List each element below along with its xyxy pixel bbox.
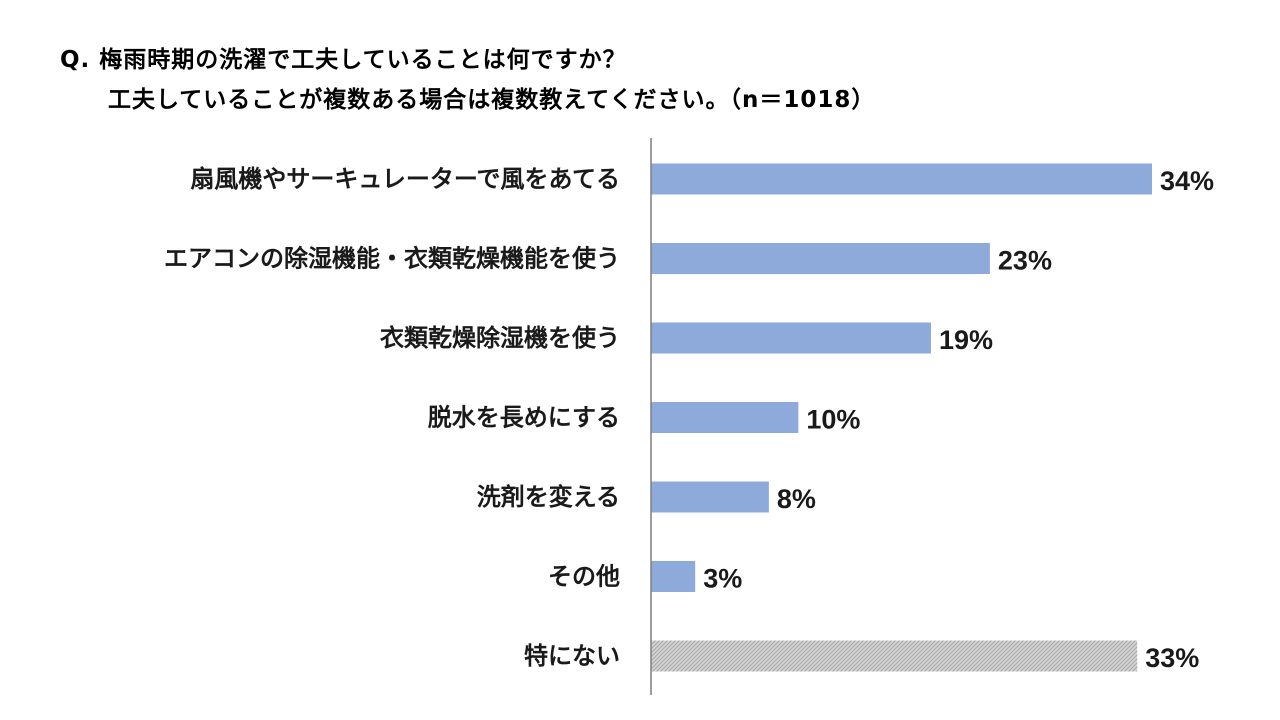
category-label-2: エアコンの除湿機能・衣類乾燥機能を使う xyxy=(164,245,620,273)
value-label-5: 8% xyxy=(777,484,816,514)
bar-5 xyxy=(651,481,769,513)
category-label-1: 扇風機やサーキュレーターで風をあてる xyxy=(190,165,620,193)
value-label-2: 23% xyxy=(998,246,1052,276)
value-label-1: 34% xyxy=(1160,166,1214,196)
category-label-7: 特にない xyxy=(524,642,620,670)
value-label-3: 19% xyxy=(939,325,993,355)
chart-title: Q. 梅雨時期の洗濯で工夫していることは何ですか？ 工夫していることが複数ある場… xyxy=(60,40,875,120)
bar-4 xyxy=(651,402,799,433)
category-label-5: 洗剤を変える xyxy=(477,483,620,511)
bars-layer xyxy=(651,163,1152,672)
category-label-4: 脱水を長めにする xyxy=(428,404,620,432)
bar-6 xyxy=(651,561,696,592)
value-label-7: 33% xyxy=(1145,643,1199,673)
category-label-3: 衣類乾燥除湿機を使う xyxy=(380,324,620,352)
bar-3 xyxy=(651,322,931,354)
title-line-2: 工夫していることが複数ある場合は複数教えてください。（n＝1018） xyxy=(108,87,876,113)
title-line-1: Q. 梅雨時期の洗濯で工夫していることは何ですか？ xyxy=(60,47,627,73)
bar-7 xyxy=(651,640,1138,672)
bar-2 xyxy=(651,243,990,274)
value-label-6: 3% xyxy=(703,564,742,594)
value-label-4: 10% xyxy=(806,405,860,435)
labels-layer: 扇風機やサーキュレーターで風をあてる 34% エアコンの除湿機能・衣類乾燥機能を使う… xyxy=(164,165,1214,673)
category-label-6: その他 xyxy=(548,563,620,591)
bar-1 xyxy=(651,163,1152,195)
